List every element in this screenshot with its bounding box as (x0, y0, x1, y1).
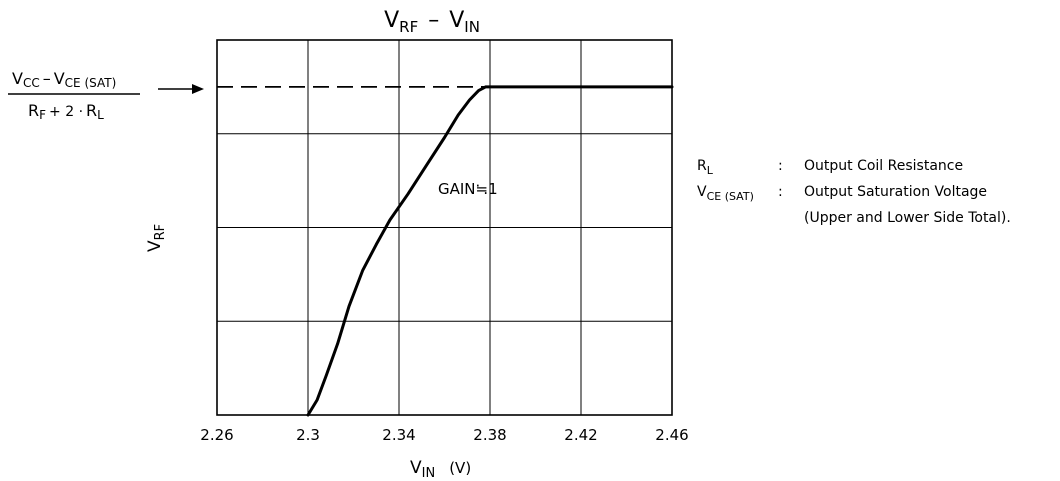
x-tick-label: 2.3 (296, 426, 320, 444)
x-tick-label: 2.38 (473, 426, 506, 444)
x-tick-label: 2.34 (382, 426, 415, 444)
chart-title: VRF – VIN (384, 8, 480, 36)
fraction-denominator: RF + 2 · RL (28, 101, 104, 122)
gain-annotation: GAIN≒1 (438, 180, 498, 198)
y-axis-label: VRF (145, 224, 168, 252)
fraction-numerator: VCC – VCE (SAT) (12, 69, 116, 90)
x-axis-label: VIN (V) (410, 458, 471, 481)
legend-vce-symbol: VCE (SAT) (697, 184, 754, 203)
legend-vce-colon: : (778, 184, 783, 200)
fraction-arrow (158, 84, 204, 94)
x-tick-label: 2.42 (564, 426, 597, 444)
x-tick-label: 2.26 (200, 426, 233, 444)
grid-lines (217, 40, 672, 415)
x-tick-label: 2.46 (655, 426, 688, 444)
series-curve (306, 85, 674, 417)
legend-vce-desc2: (Upper and Lower Side Total). (804, 210, 1011, 226)
legend-notes: RL : Output Coil Resistance VCE (SAT) : … (697, 158, 1011, 226)
legend-vce-desc: Output Saturation Voltage (804, 184, 987, 200)
legend-rl-desc: Output Coil Resistance (804, 158, 963, 174)
saturation-fraction: VCC – VCE (SAT) RF + 2 · RL (8, 69, 204, 122)
plot-frame (216, 39, 673, 416)
x-tick-labels: 2.26 2.3 2.34 2.38 2.42 2.46 (200, 426, 688, 444)
legend-rl-colon: : (778, 158, 783, 174)
legend-rl-symbol: RL (697, 158, 714, 177)
